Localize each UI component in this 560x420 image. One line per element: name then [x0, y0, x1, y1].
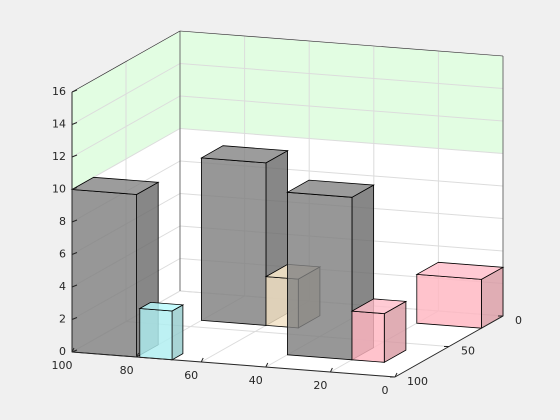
bar-front: [416, 273, 482, 329]
y-tick-label: 0: [515, 314, 522, 327]
z-tick-label: 14: [52, 118, 66, 131]
bar-front: [286, 191, 353, 361]
x-tick: [394, 372, 398, 378]
bar-top: [286, 179, 375, 198]
z-tick-label: 10: [52, 183, 66, 196]
grid-line: [179, 63, 504, 89]
bar-top: [415, 261, 505, 280]
bar-top: [200, 145, 289, 164]
y-tick-label: 100: [407, 375, 428, 388]
x-tick-label: 40: [249, 374, 263, 387]
z-tick-label: 2: [59, 313, 66, 326]
z-tick: [71, 317, 78, 320]
x-tick-label: 0: [382, 384, 389, 397]
axis-line: [179, 30, 504, 57]
z-tick: [71, 349, 78, 353]
bar-top: [350, 298, 408, 315]
x-tick: [265, 362, 269, 368]
y-tick-label: 50: [461, 345, 475, 358]
z-tick-label: 8: [59, 215, 66, 228]
back-wall-band: [180, 31, 503, 154]
x-tick-label: 60: [184, 369, 198, 382]
z-tick-label: 12: [52, 150, 66, 163]
x-tick: [71, 347, 75, 353]
x-tick-label: 100: [52, 359, 73, 372]
z-tick: [71, 187, 78, 190]
grid-line: [71, 95, 181, 158]
bar-front: [139, 308, 173, 361]
z-tick-label: 6: [59, 248, 66, 261]
z-tick-label: 0: [59, 345, 66, 358]
axis-line: [71, 30, 181, 93]
axis-line: [71, 351, 396, 378]
x-tick-label: 20: [313, 379, 327, 392]
x-tick-label: 80: [120, 364, 134, 377]
z-tick: [71, 154, 78, 158]
x-tick: [329, 367, 333, 373]
grid-line: [71, 63, 181, 125]
x-tick: [200, 357, 204, 363]
z-tick: [71, 89, 78, 93]
bar-front: [351, 310, 385, 363]
bar-top: [138, 301, 185, 312]
grid-line: [179, 128, 504, 154]
x-tick: [136, 352, 140, 358]
z-tick: [71, 219, 78, 223]
z-tick-label: 16: [52, 85, 66, 98]
bar-top: [70, 176, 160, 195]
bar-front: [71, 189, 138, 358]
grid-line: [179, 95, 504, 122]
z-tick: [71, 122, 78, 125]
z-tick-label: 4: [59, 280, 66, 293]
bar-front: [200, 157, 267, 326]
z-tick: [71, 252, 78, 255]
z-tick: [71, 284, 78, 288]
bar-side: [171, 304, 184, 361]
